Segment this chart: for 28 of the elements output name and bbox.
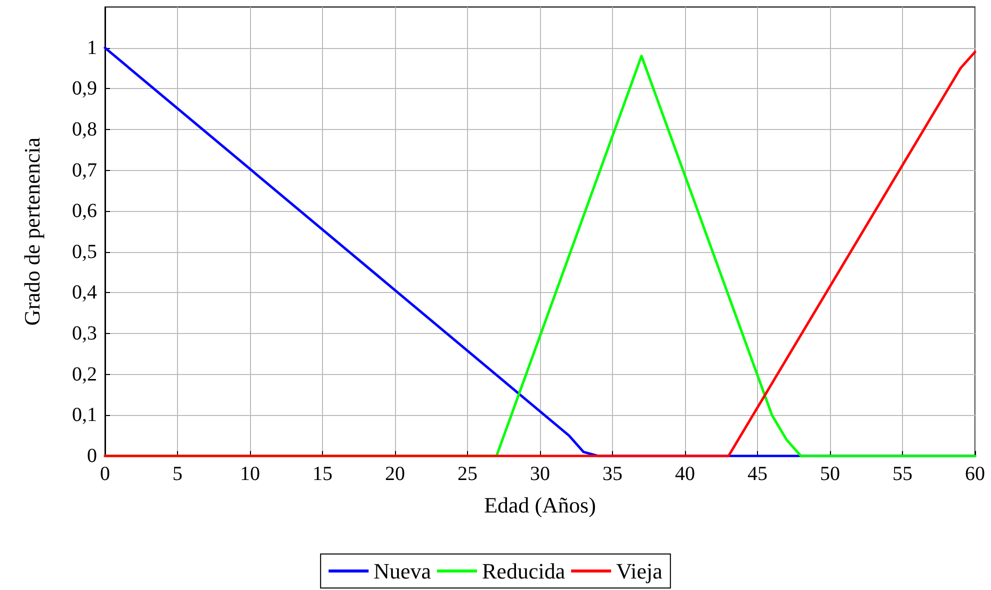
x-tick-label: 10 (240, 463, 260, 485)
y-tick-label: 0,6 (72, 200, 97, 222)
y-tick-label: 0,7 (72, 159, 97, 182)
x-tick-label: 40 (675, 463, 695, 485)
x-tick-label: 5 (172, 463, 182, 485)
y-tick-label: 1 (87, 36, 97, 59)
y-axis-title: Grado de pertenencia (20, 137, 44, 326)
y-tick-label: 0,5 (72, 240, 97, 263)
x-tick-label: 30 (530, 463, 550, 485)
x-tick-label: 55 (892, 463, 912, 485)
y-tick-label: 0,3 (72, 322, 97, 345)
x-tick-label: 25 (458, 463, 478, 485)
x-tick-label: 35 (602, 463, 622, 485)
y-tick-label: 0,4 (72, 282, 97, 304)
y-tick-label: 0,9 (72, 78, 97, 100)
x-tick-label: 15 (312, 463, 332, 485)
legend-label: Nueva (374, 558, 432, 584)
y-tick-label: 0 (87, 445, 97, 467)
legend-label: Reducida (482, 558, 566, 584)
x-axis-title: Edad (Años) (484, 492, 596, 518)
y-tick-label: 0,8 (72, 118, 97, 140)
y-tick-label: 0,1 (72, 404, 97, 426)
y-tick-label: 0,2 (72, 363, 97, 386)
x-tick-label: 50 (820, 463, 840, 485)
x-tick-label: 60 (965, 463, 985, 485)
x-tick-label: 20 (385, 463, 405, 485)
legend-label: Vieja (616, 558, 663, 584)
x-tick-label: 45 (748, 463, 768, 485)
